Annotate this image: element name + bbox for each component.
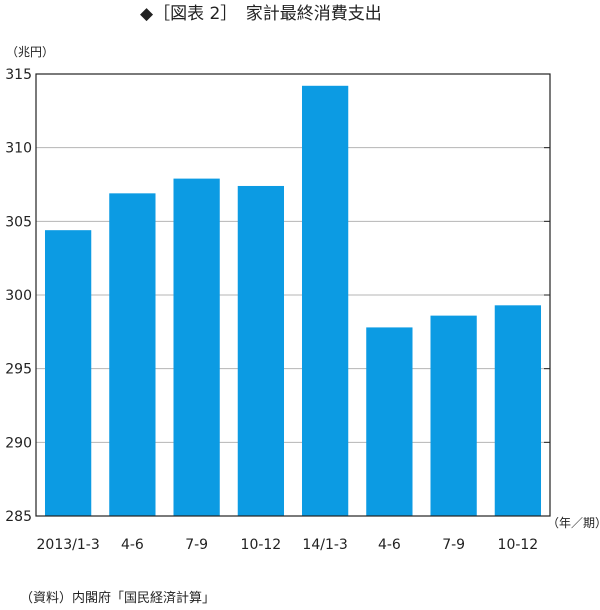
x-tick-label: 2013/1-3 [37,537,100,553]
x-tick-label: 10-12 [498,537,539,553]
y-axis-unit-label: （兆円） [6,45,54,59]
y-tick-label: 300 [5,288,32,304]
bar-8 [494,305,542,516]
y-tick-label: 285 [5,509,32,525]
y-tick-label: 295 [5,362,32,378]
x-tick-label: 7-9 [185,537,208,553]
y-tick-label: 310 [5,141,32,157]
x-axis-unit-label: （年／期） [547,516,600,530]
plot-frame [35,73,551,517]
y-tick-label: 290 [5,435,32,451]
y-tick-label: 305 [5,214,32,230]
x-tick-label: 4-6 [121,537,144,553]
source-note: （資料）内閣府「国民経済計算」 [20,590,215,606]
y-tick-labels: 285 290 295 300 305 310 315 [5,67,32,525]
chart-title: ◆［図表 2］ 家計最終消費支出 [140,4,382,24]
x-tick-labels: 2013/1-3 4-6 7-9 10-12 14/1-3 4-6 7-9 10-12 [37,537,539,553]
y-tick-label: 315 [5,67,32,83]
bars [44,85,542,516]
x-tick-label: 4-6 [378,537,401,553]
bar-7 [430,315,477,516]
bar-3 [173,178,220,516]
bar-5 [301,85,349,516]
bar-1 [44,230,92,516]
x-tick-label: 10-12 [241,537,282,553]
bar-2 [109,193,156,516]
bar-6 [366,327,413,516]
x-tick-label: 14/1-3 [302,537,347,553]
bar-4 [237,185,285,516]
x-tick-label: 7-9 [442,537,465,553]
